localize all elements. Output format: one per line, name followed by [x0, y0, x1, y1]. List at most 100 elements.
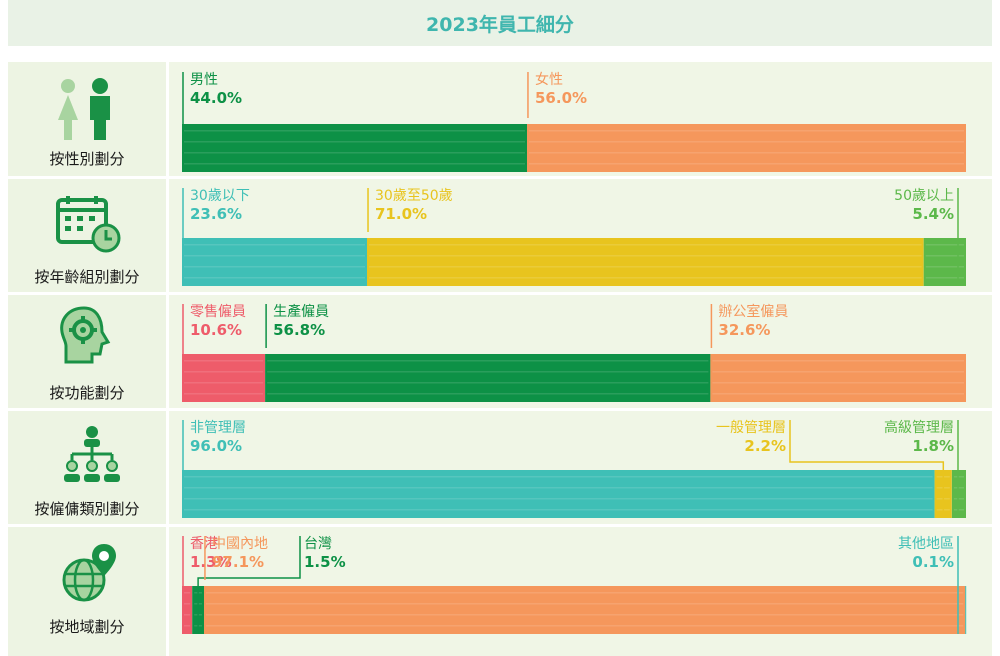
bar-texture — [712, 382, 964, 384]
segment-value: 97.1% — [212, 553, 264, 571]
bar-texture — [184, 614, 191, 616]
bar-texture — [184, 130, 525, 132]
segment-value: 0.1% — [912, 553, 954, 571]
segment-name: 辦公室僱員 — [718, 303, 788, 320]
bar-texture — [369, 244, 922, 246]
segment-name: 高級管理層 — [884, 419, 954, 436]
bar-texture — [925, 244, 964, 246]
bar-segment — [182, 354, 266, 402]
bar-segment — [204, 586, 966, 634]
row-divider — [8, 176, 992, 179]
bar-texture — [712, 393, 964, 395]
bar-texture — [529, 141, 964, 143]
bar-texture — [184, 382, 264, 384]
bar-texture — [369, 277, 922, 279]
bar-texture — [184, 603, 191, 605]
bar-texture — [369, 255, 922, 257]
bar-texture — [184, 266, 365, 268]
segment-name: 一般管理層 — [716, 420, 786, 436]
bar-segment — [923, 238, 966, 286]
bar-texture — [267, 382, 709, 384]
bar-texture — [184, 163, 525, 165]
column-divider — [166, 62, 169, 656]
segment-value: 44.0% — [190, 89, 242, 107]
bar-texture — [206, 625, 964, 627]
segment-value: 5.4% — [912, 205, 954, 223]
bar-texture — [206, 592, 964, 594]
bar-texture — [184, 360, 264, 362]
bar-texture — [184, 498, 933, 500]
bar-texture — [953, 498, 964, 500]
bar-texture — [267, 393, 709, 395]
globe-pin-icon — [62, 544, 116, 602]
segment-value: 2.2% — [744, 437, 786, 455]
bar-texture — [184, 371, 264, 373]
segment-name: 其他地區 — [898, 536, 954, 552]
bar-texture — [206, 603, 964, 605]
segment-name: 中國內地 — [212, 536, 268, 552]
bar-texture — [529, 130, 964, 132]
org-chart-icon — [64, 426, 120, 482]
bar-texture — [925, 266, 964, 268]
segment-value: 1.8% — [912, 437, 954, 455]
bar-texture — [184, 277, 365, 279]
segment-value: 1.5% — [304, 553, 346, 571]
bar-segment — [182, 470, 935, 518]
bar-texture — [953, 487, 964, 489]
bar-texture — [267, 360, 709, 362]
segment-value: 56.0% — [535, 89, 587, 107]
row-label: 按僱傭類別劃分 — [34, 500, 140, 518]
male-female-icon — [58, 78, 110, 140]
bar-segment — [710, 354, 966, 402]
segment-value: 96.0% — [190, 437, 242, 455]
bar-texture — [925, 255, 964, 257]
bar-texture — [184, 476, 933, 478]
bar-texture — [184, 625, 191, 627]
bar-texture — [206, 614, 964, 616]
row-label: 按功能劃分 — [49, 384, 125, 402]
segment-name: 30歲至50歲 — [375, 188, 453, 204]
row-label: 按性別劃分 — [49, 150, 125, 168]
segment-value: 1.3% — [190, 553, 232, 571]
segment-value: 32.6% — [718, 321, 770, 339]
segment-name: 女性 — [535, 71, 563, 88]
bar-texture — [953, 509, 964, 511]
bar-texture — [925, 277, 964, 279]
bar-texture — [529, 163, 964, 165]
bar-texture — [529, 152, 964, 154]
bar-segment — [367, 238, 924, 286]
head-gear-icon — [60, 306, 111, 364]
segment-name: 男性 — [190, 72, 218, 88]
segment-name: 30歲以下 — [190, 188, 250, 204]
bar-texture — [184, 509, 933, 511]
bar-segment — [265, 354, 711, 402]
row-label: 按年齡組別劃分 — [34, 268, 140, 286]
title-banner — [8, 0, 992, 46]
segment-name: 生產僱員 — [273, 303, 329, 320]
segment-value: 10.6% — [190, 321, 242, 339]
row-label: 按地域劃分 — [49, 618, 125, 636]
segment-name: 50歲以上 — [894, 188, 954, 204]
segment-name: 香港 — [190, 536, 218, 552]
row-divider — [8, 408, 992, 411]
bar-texture — [184, 487, 933, 489]
row-divider — [8, 524, 992, 527]
bar-segment — [951, 470, 966, 518]
segment-value: 23.6% — [190, 205, 242, 223]
bar-texture — [184, 255, 365, 257]
bar-texture — [953, 476, 964, 478]
segment-name: 零售僱員 — [190, 304, 246, 320]
segment-value: 71.0% — [375, 205, 427, 223]
segment-name: 台灣 — [304, 536, 332, 552]
bar-texture — [369, 266, 922, 268]
bar-texture — [712, 371, 964, 373]
leader-line — [197, 536, 301, 634]
bar-texture — [712, 360, 964, 362]
leader-line — [789, 420, 945, 518]
row-divider — [8, 292, 992, 295]
bar-segment — [965, 586, 967, 634]
bar-texture — [267, 371, 709, 373]
bar-segment — [182, 124, 527, 172]
